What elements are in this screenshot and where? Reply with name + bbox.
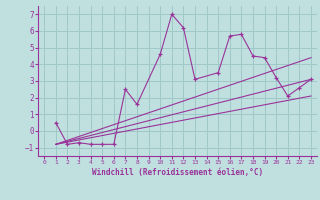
X-axis label: Windchill (Refroidissement éolien,°C): Windchill (Refroidissement éolien,°C) [92, 168, 263, 177]
